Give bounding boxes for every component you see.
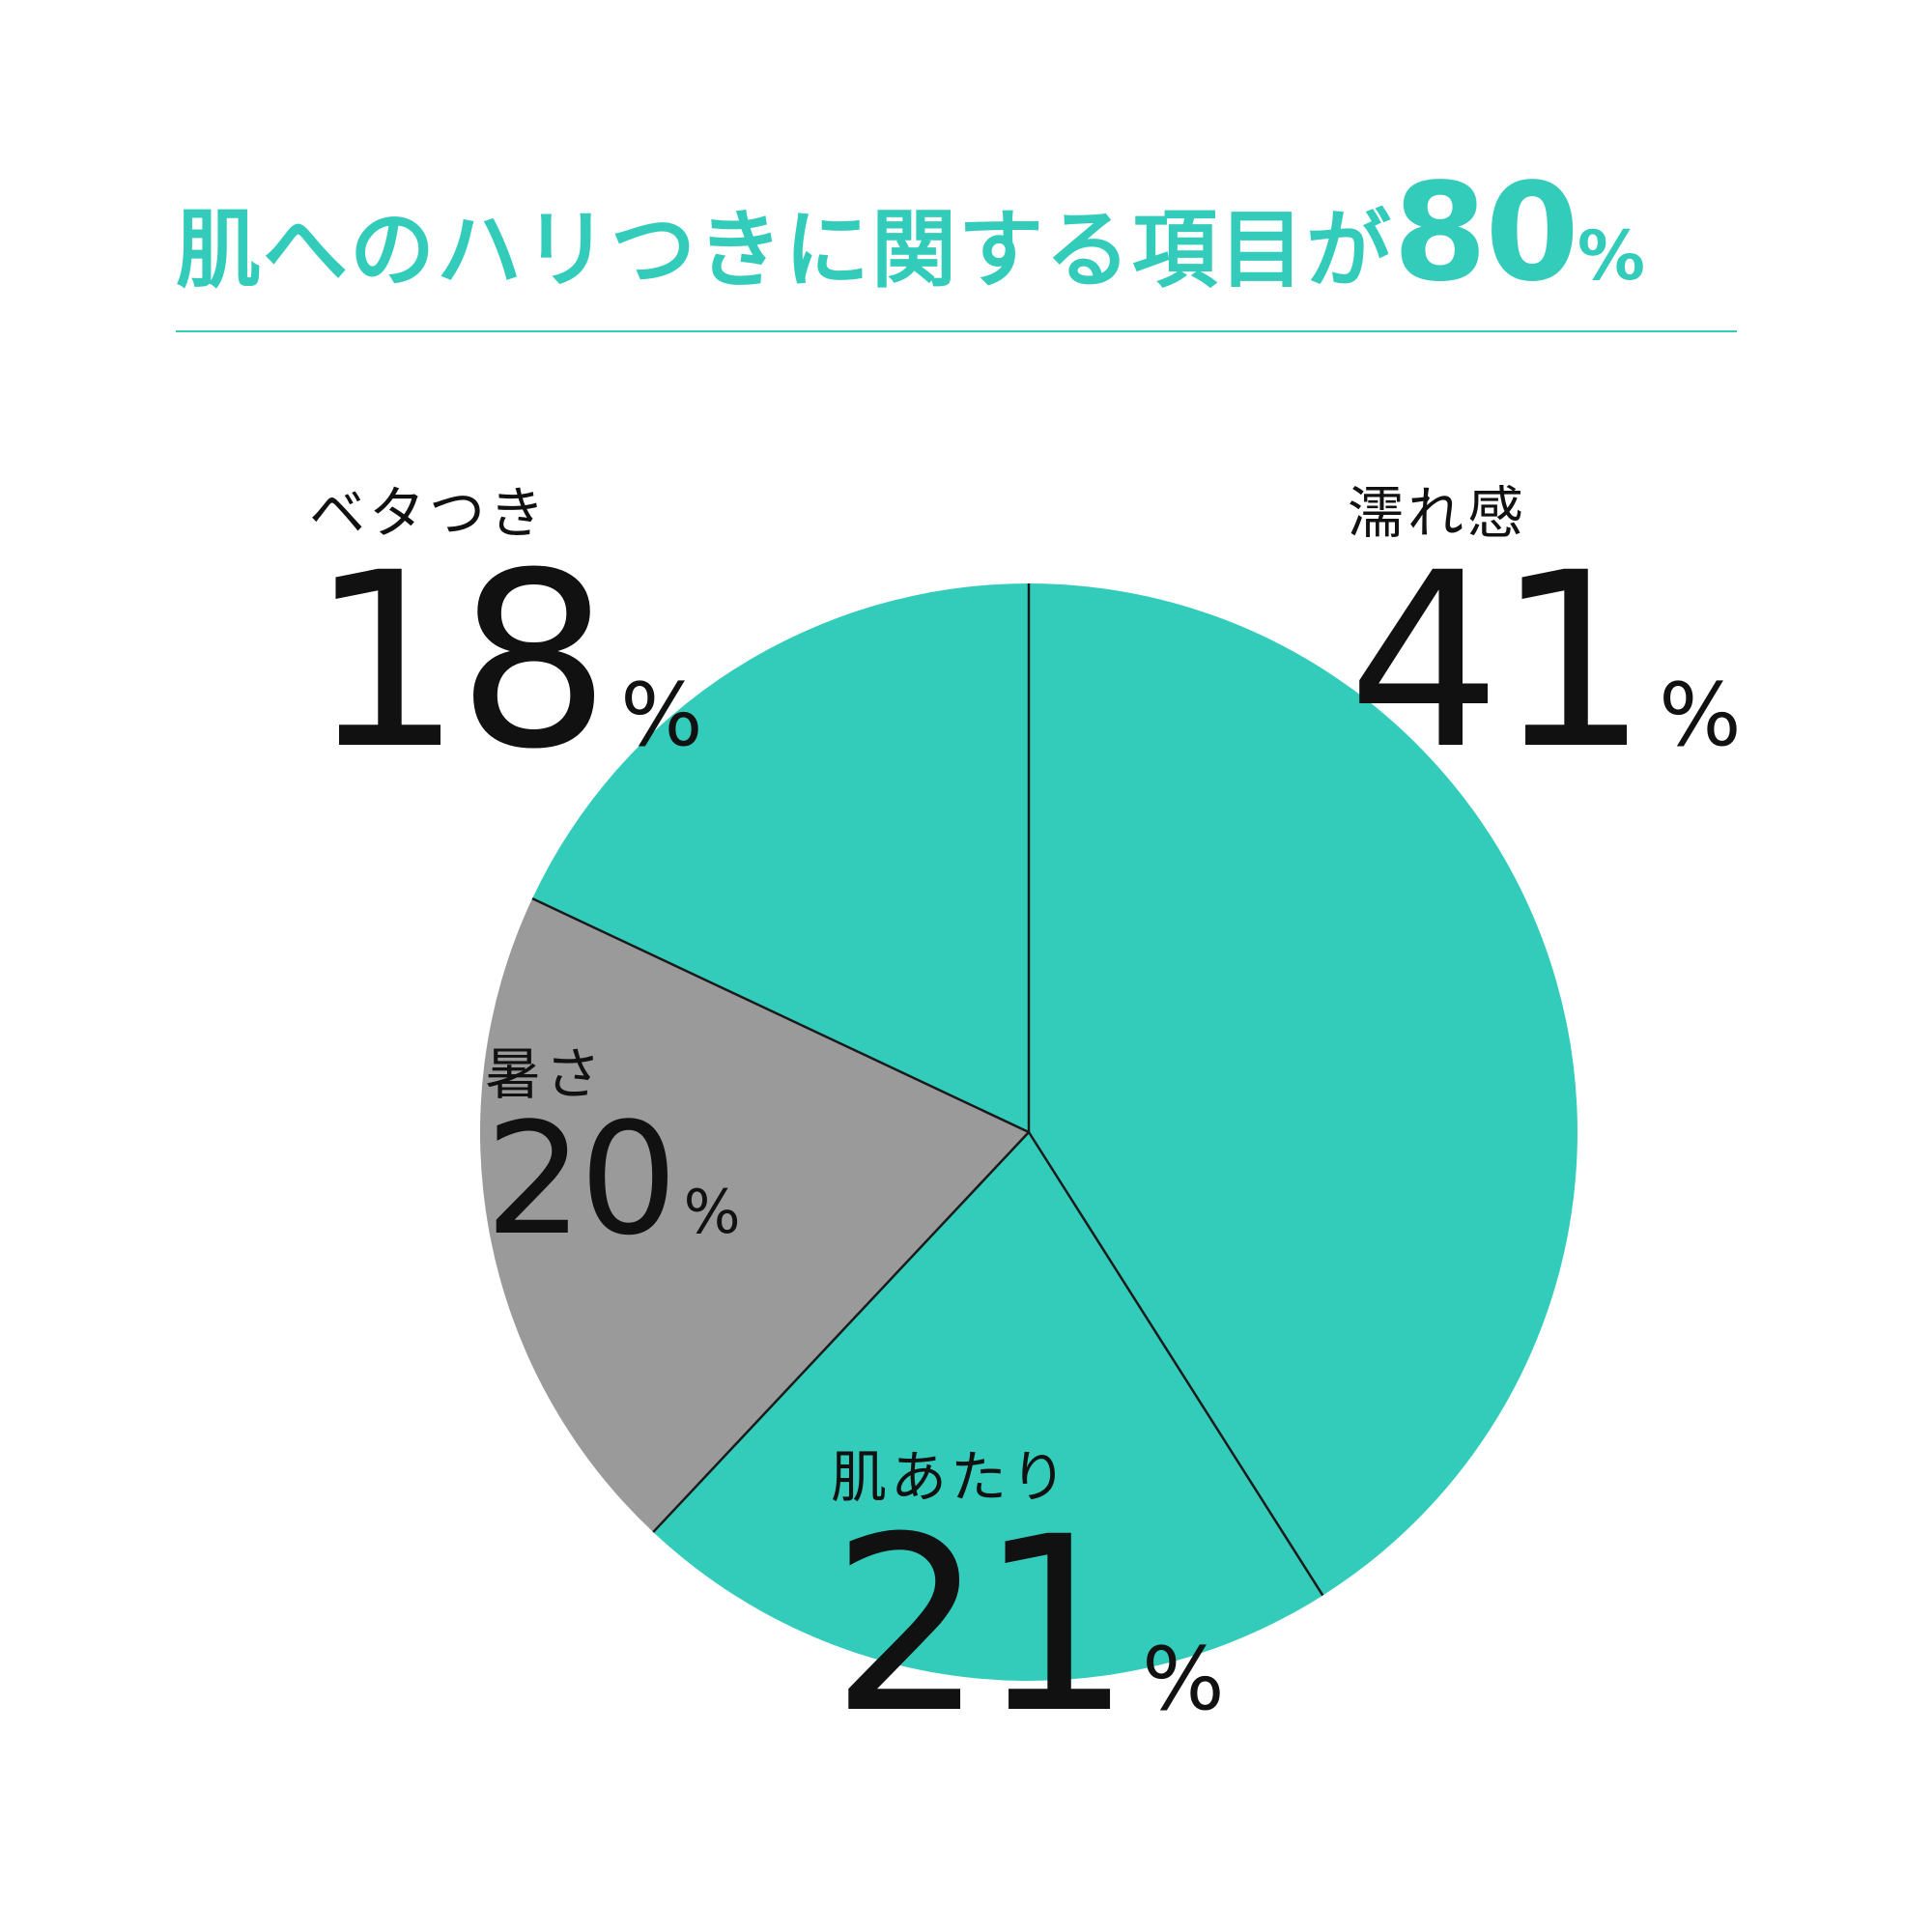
slice-unit: % [683,1177,741,1247]
headline-text: 肌へのハリつきに関する項目が [176,200,1394,299]
slice-value: 21 [831,1485,1132,1766]
headline-divider [176,330,1737,332]
slice-name: 肌あたり [831,1444,1071,1510]
slice-name: 暑さ [485,1041,606,1107]
slice-separator-2 [1027,1131,1324,1597]
pie-slice-3 [479,898,1029,1533]
pie-slice-1 [1029,583,1577,1596]
slice-unit: % [1659,665,1742,766]
slice-value: 18 [309,521,611,802]
pie-slice-2 [653,1132,1323,1681]
slice-value: 41 [1348,521,1649,802]
slice-unit: % [1142,1629,1225,1730]
slice-name: ベタつき [309,480,550,546]
chart-headline: 肌へのハリつきに関する項目が80% [176,166,1645,301]
slice-label-skin: 肌あたり 21% [831,1449,1225,1747]
slice-separator-4 [531,897,1030,1134]
pie-slice-4 [532,583,1029,1132]
headline-unit: % [1577,216,1645,296]
headline-value: 80 [1393,155,1579,312]
slice-unit: % [620,665,703,766]
slice-label-heat: 暑さ 20% [485,1046,741,1257]
slice-name: 濡れ感 [1348,480,1528,546]
slice-label-wet: 濡れ感 41% [1348,485,1742,782]
slice-separator-3 [652,1131,1030,1533]
slice-label-sticky: ベタつき 18% [309,485,703,782]
slice-value: 20 [485,1089,678,1269]
